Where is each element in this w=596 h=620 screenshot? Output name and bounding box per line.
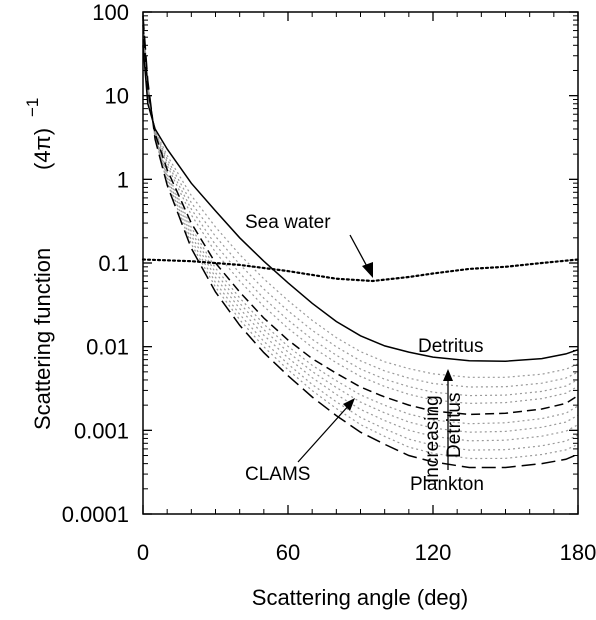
intermediate-curve xyxy=(142,23,579,425)
y-tick-label: 0.01 xyxy=(86,335,129,360)
series-line-clams xyxy=(142,24,579,416)
y-tick-label: 100 xyxy=(92,0,129,25)
increasing-arrowhead xyxy=(443,369,453,381)
series-line-detritus xyxy=(142,45,579,362)
x-tick-label: 120 xyxy=(415,540,452,565)
y-tick-label: 1 xyxy=(117,167,129,192)
intermediate-curve xyxy=(142,35,579,388)
sea-water-arrowhead xyxy=(362,262,373,278)
annotation-sea-water: Sea water xyxy=(245,212,331,233)
series-layer xyxy=(141,15,580,469)
annotation-increasing: Increasing xyxy=(422,395,443,483)
y-axis-unit-exponent: −1 xyxy=(23,98,42,117)
x-tick-label: 180 xyxy=(560,540,596,565)
intermediate-curve xyxy=(142,38,579,378)
y-tick-label: 10 xyxy=(105,84,129,109)
intermediate-curve xyxy=(142,21,579,433)
x-tick-label: 0 xyxy=(137,540,149,565)
y-axis-unit: (4π) xyxy=(30,128,55,170)
clams-arrow xyxy=(297,403,351,463)
series-line-plankton xyxy=(142,15,579,469)
intermediate-curve xyxy=(142,20,579,442)
annotation-arrows xyxy=(297,234,453,470)
annotation-plankton: Plankton xyxy=(410,474,484,495)
y-tick-label: 0.001 xyxy=(74,418,129,443)
x-axis-title: Scattering angle (deg) xyxy=(252,585,468,610)
y-tick-label: 0.1 xyxy=(98,251,129,276)
intermediate-curve xyxy=(142,29,579,405)
intermediate-curve xyxy=(142,18,579,451)
annotation-detritus: Detritus xyxy=(418,336,483,357)
y-tick-label: 0.0001 xyxy=(62,502,129,527)
intermediate-curve xyxy=(142,17,579,460)
clams-arrowhead xyxy=(343,398,355,411)
ticks-layer: 100 10 1 0.1 0.01 0.001 0.0001 0 60 120 180 xyxy=(62,0,596,565)
intermediate-curve xyxy=(142,32,579,397)
annotation-clams: CLAMS xyxy=(245,464,310,485)
annotation-increasing-detritus: Detritus xyxy=(444,393,465,458)
x-tick-label: 60 xyxy=(276,540,300,565)
series-line-sea-water xyxy=(141,258,580,283)
y-axis-label: Scattering function xyxy=(30,248,55,430)
y-axis-title: Scattering function (4π) −1 xyxy=(23,98,55,430)
